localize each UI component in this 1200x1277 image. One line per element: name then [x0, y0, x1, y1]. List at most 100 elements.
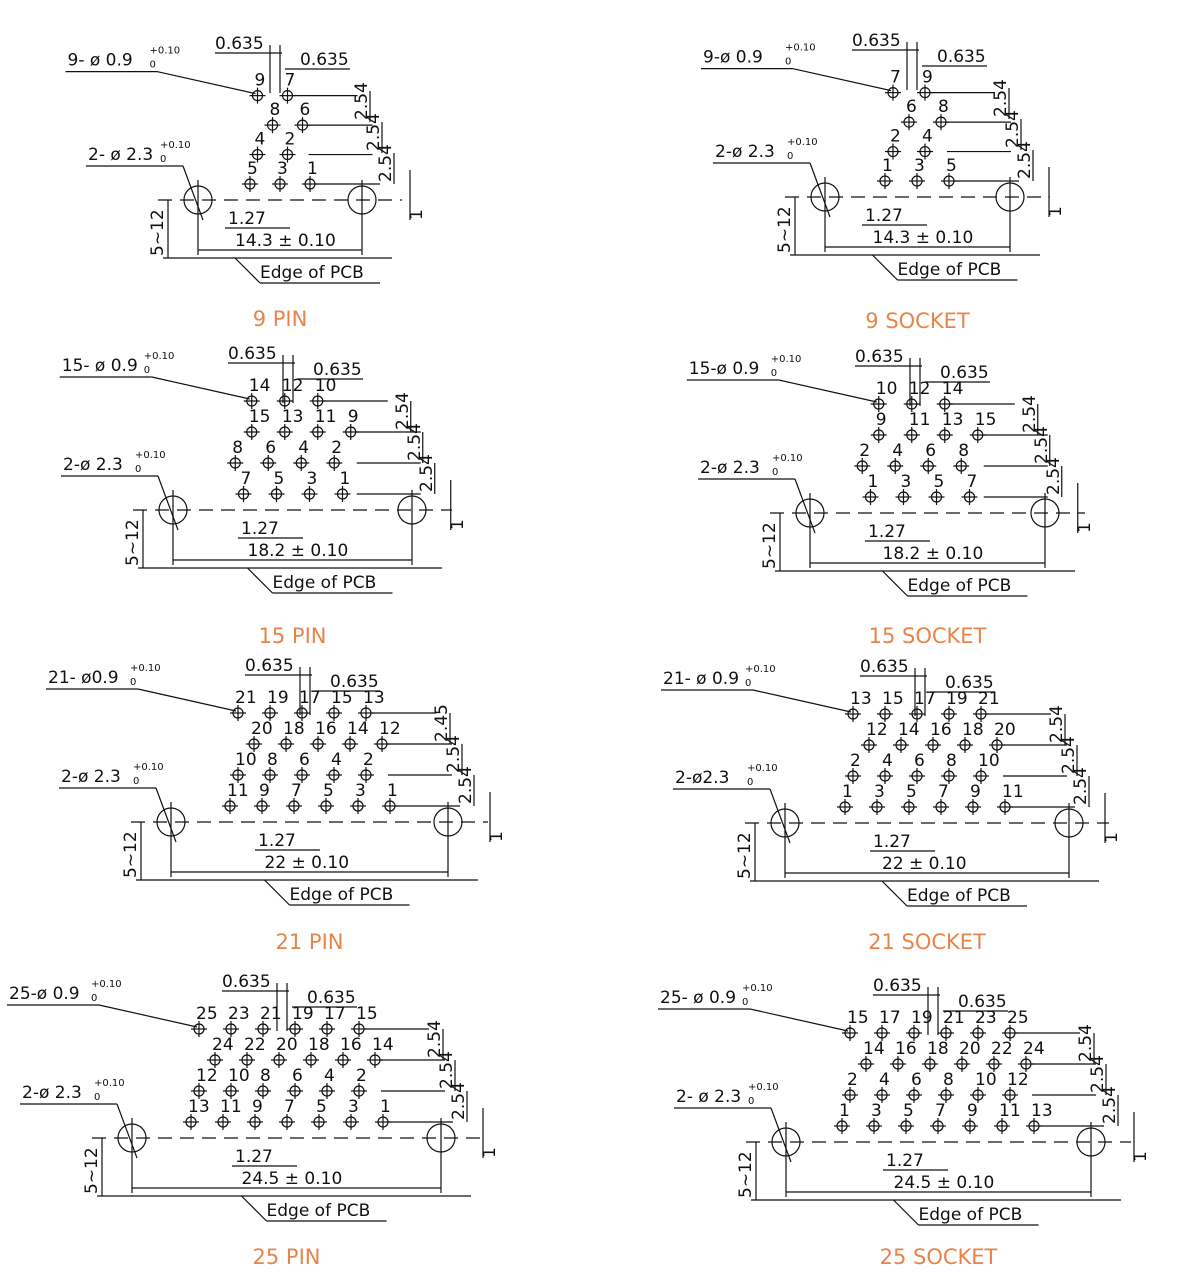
- pin-number: 6: [906, 97, 917, 117]
- pin-number: 9: [252, 1097, 263, 1117]
- pin-hole: 9: [965, 782, 981, 815]
- pin-hole: 15: [351, 1004, 378, 1037]
- pin-number: 24: [212, 1035, 234, 1055]
- pin-number: 4: [331, 750, 342, 770]
- pin-number: 1: [842, 782, 853, 802]
- pin-number: 5: [274, 469, 285, 489]
- pin-hole: 16: [310, 719, 337, 752]
- pin-number: 11: [227, 781, 249, 801]
- pin-hole: 3: [272, 159, 288, 192]
- pin-number: 18: [962, 720, 984, 740]
- leader-line: [893, 1199, 919, 1226]
- offset-dimension: 1: [407, 209, 427, 220]
- width-dimension: 22 ± 0.10: [882, 854, 967, 874]
- tolerance-upper: +0.10: [747, 763, 778, 774]
- row-offset-dimension: 1.27: [886, 1151, 924, 1171]
- pin-hole: 9: [342, 407, 359, 440]
- pin-number: 11: [315, 407, 337, 427]
- mount-hole-callout: 2- ø 2.3: [88, 145, 153, 165]
- pitch-dimension: 2.45: [432, 704, 452, 742]
- tolerance-lower: 0: [748, 1096, 754, 1107]
- pin-number: 6: [299, 750, 310, 770]
- hole-callout: 9-ø 0.9: [703, 48, 763, 68]
- pin-number: 4: [922, 127, 933, 147]
- pin-number: 10: [975, 1070, 997, 1090]
- width-dimension: 14.3 ± 0.10: [235, 231, 336, 251]
- pin-hole: 14: [243, 376, 271, 409]
- pin-number: 23: [975, 1008, 997, 1028]
- pin-number: 12: [866, 720, 888, 740]
- tolerance-lower: 0: [745, 678, 751, 689]
- row-offset-dimension: 1.27: [865, 206, 903, 226]
- pin-hole: 11: [222, 781, 249, 814]
- pin-hole: 1: [302, 159, 318, 192]
- pin-number: 1: [387, 781, 398, 801]
- panel-title: 15 SOCKET: [869, 624, 987, 648]
- panel-title: 21 PIN: [276, 930, 344, 954]
- pin-number: 4: [255, 130, 266, 150]
- offset-dimension: 1: [1075, 522, 1095, 533]
- pin-number: 14: [249, 376, 271, 396]
- mount-hole-callout: 2-ø 2.3: [700, 458, 760, 478]
- pin-hole: 4: [319, 1066, 335, 1099]
- pitch-dimension: 2.54: [1088, 1055, 1108, 1093]
- pin-hole: 23: [970, 1008, 997, 1041]
- pin-number: 4: [324, 1066, 335, 1086]
- pin-number: 21: [943, 1008, 965, 1028]
- pin-hole: 8: [938, 1070, 954, 1103]
- pin-number: 8: [938, 97, 949, 117]
- pin-number: 5: [934, 472, 945, 492]
- pin-hole: 18: [303, 1035, 330, 1068]
- pin-number: 10: [978, 751, 1000, 771]
- edge-of-pcb-label: Edge of PCB: [260, 263, 364, 283]
- pin-hole: 7: [286, 781, 302, 814]
- pin-hole: 2: [279, 130, 296, 163]
- pin-number: 9: [970, 782, 981, 802]
- leader-line: [98, 1004, 198, 1028]
- offset-0635-right: 0.635: [958, 992, 1007, 1012]
- pin-number: 6: [911, 1070, 922, 1090]
- pin-number: 3: [355, 781, 366, 801]
- range-dimension: 5~12: [736, 1151, 756, 1198]
- pin-number: 19: [946, 689, 968, 709]
- tolerance-upper: +0.10: [94, 1078, 125, 1089]
- pin-hole: 9: [247, 1097, 263, 1130]
- pitch-dimension: 2.54: [1015, 141, 1035, 179]
- leader-line: [872, 254, 898, 281]
- pin-hole: 5: [928, 472, 945, 505]
- pin-hole: 15: [326, 688, 353, 721]
- pin-number: 15: [331, 688, 353, 708]
- leader-line: [752, 689, 852, 713]
- pin-hole: 6: [906, 1070, 922, 1103]
- edge-of-pcb-label: Edge of PCB: [919, 1205, 1023, 1225]
- width-dimension: 18.2 ± 0.10: [883, 544, 984, 564]
- pin-hole: 22: [986, 1039, 1013, 1072]
- pitch-dimension: 2.54: [352, 82, 372, 120]
- leader-line: [157, 475, 179, 531]
- pin-number: 10: [228, 1066, 250, 1086]
- pin-number: 15: [356, 1004, 378, 1024]
- offset-0635-right: 0.635: [330, 672, 379, 692]
- offset-dimension: 1: [1046, 206, 1066, 217]
- tolerance-upper: +0.10: [748, 1082, 779, 1093]
- pin-number: 24: [1023, 1039, 1045, 1059]
- pin-hole: 4: [874, 1070, 890, 1103]
- tolerance-lower: 0: [742, 997, 748, 1008]
- pin-number: 8: [267, 750, 278, 770]
- leader-line: [182, 165, 204, 221]
- pitch-dimension: 2.54: [1076, 1024, 1096, 1062]
- pin-number: 5: [247, 159, 258, 179]
- pin-hole: 14: [936, 379, 963, 412]
- pin-hole: 12: [861, 720, 888, 753]
- pin-number: 8: [232, 438, 243, 458]
- pin-hole: 10: [870, 379, 897, 412]
- pin-hole: 12: [1002, 1070, 1029, 1103]
- pin-hole: 8: [227, 438, 244, 471]
- pin-hole: 1: [334, 469, 351, 502]
- tolerance-upper: +0.10: [150, 46, 181, 57]
- tolerance-lower: 0: [135, 464, 141, 475]
- leader-line: [792, 68, 892, 92]
- leader-line: [770, 1107, 792, 1163]
- pitch-dimension: 2.54: [1071, 767, 1091, 805]
